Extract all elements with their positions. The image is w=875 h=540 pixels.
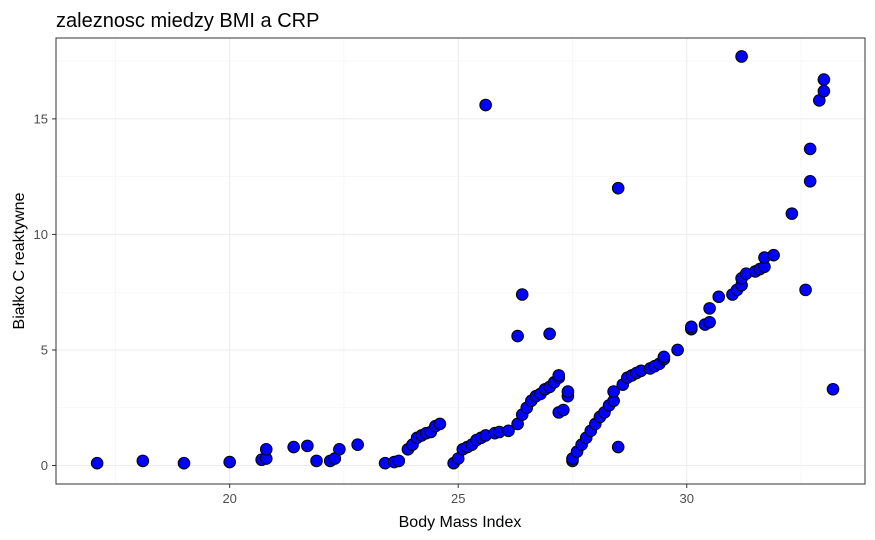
y-axis-label: Białko C reaktywne	[11, 192, 28, 329]
data-point	[799, 283, 812, 297]
data-point	[392, 454, 406, 468]
data-point	[561, 385, 575, 398]
axis-ticks: 20 25 30 0 5 10 15	[34, 111, 694, 506]
chart-title: zaleznosc miedzy BMI a CRP	[56, 10, 319, 32]
x-tick-label: 20	[222, 491, 236, 506]
data-point	[177, 456, 191, 470]
data-point	[351, 438, 364, 452]
y-tick-label: 15	[34, 111, 48, 126]
data-point	[607, 385, 620, 398]
data-point	[557, 403, 570, 417]
data-point	[803, 142, 817, 156]
data-point	[223, 455, 236, 469]
y-tick-label: 10	[34, 227, 48, 242]
data-point	[712, 290, 726, 304]
data-point	[611, 440, 625, 454]
data-point	[703, 302, 716, 315]
y-tick-label: 0	[41, 458, 48, 473]
x-tick-label: 25	[451, 491, 465, 506]
grid	[56, 38, 865, 484]
data-point	[552, 369, 566, 382]
x-axis-label: Body Mass Index	[399, 514, 522, 531]
data-point	[817, 84, 831, 98]
data-point	[785, 207, 799, 220]
data-point	[703, 315, 716, 329]
plot-panel	[56, 38, 865, 484]
data-point	[735, 50, 748, 63]
data-points	[90, 50, 840, 470]
data-point	[657, 350, 671, 364]
data-point	[433, 417, 447, 431]
data-point	[767, 248, 780, 262]
data-point	[817, 73, 831, 86]
data-point	[515, 288, 529, 301]
data-point	[671, 343, 684, 357]
data-point	[543, 327, 556, 341]
data-point	[259, 443, 273, 456]
data-point	[310, 454, 323, 468]
data-point	[826, 382, 840, 396]
data-point	[90, 456, 104, 470]
data-point	[611, 181, 625, 195]
data-point	[511, 329, 524, 343]
x-tick-label: 30	[680, 491, 694, 506]
data-point	[502, 424, 515, 438]
data-point	[301, 439, 314, 453]
y-tick-label: 5	[41, 342, 48, 357]
plot-panel-border	[55, 37, 866, 485]
data-point	[479, 98, 492, 112]
data-point	[287, 440, 300, 454]
data-point	[803, 174, 817, 188]
data-point	[685, 320, 698, 334]
data-point	[136, 454, 150, 468]
data-point	[333, 443, 346, 456]
